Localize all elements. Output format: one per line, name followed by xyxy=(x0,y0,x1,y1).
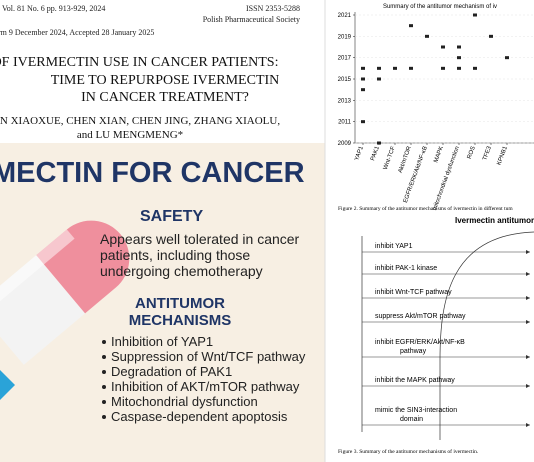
safety-heading: SAFETY xyxy=(140,208,203,225)
x-tick-label: KPNB1 xyxy=(497,145,510,166)
title-line: TIME TO REPURPOSE IVERMECTIN xyxy=(51,73,280,88)
arrow-head xyxy=(526,320,530,324)
mechanism: Caspase-dependent apoptosis xyxy=(111,409,288,424)
diagram-label: inhibit Wnt-TCF pathway xyxy=(375,289,452,296)
point xyxy=(473,13,477,17)
safety-text: undergoing chemotherapy xyxy=(100,263,263,279)
society: Polish Pharmaceutical Society xyxy=(203,15,300,24)
y-tick-label: 2013 xyxy=(338,98,352,104)
x-tick-label: TFE3 xyxy=(482,145,493,161)
diagram-label: domain xyxy=(400,416,423,423)
y-tick-label: 2011 xyxy=(338,120,352,126)
point xyxy=(457,66,461,70)
point xyxy=(361,88,365,92)
point xyxy=(457,56,461,60)
chart-title: Summary of the antitumor mechanism of iv xyxy=(383,4,497,10)
info-title: MECTIN FOR CANCER xyxy=(0,157,305,189)
bullet xyxy=(102,355,106,359)
x-tick-label: MAPK xyxy=(433,146,444,164)
bullet xyxy=(102,340,106,344)
y-tick-label: 2015 xyxy=(338,77,352,83)
diagram-label: pathway xyxy=(400,348,427,355)
point xyxy=(361,120,365,124)
arrow-head xyxy=(526,296,530,300)
point xyxy=(377,66,381,70)
bullet xyxy=(102,400,106,404)
arrow-head xyxy=(526,250,530,254)
point xyxy=(377,77,381,81)
point xyxy=(489,34,493,38)
x-tick-label: ROS xyxy=(467,146,477,160)
arrow-head xyxy=(526,355,530,359)
diagram-title: Ivermectin antitumor m xyxy=(455,216,534,225)
title-line: OF IVERMECTIN USE IN CANCER PATIENTS: xyxy=(0,55,278,70)
point xyxy=(361,66,365,70)
pill xyxy=(0,220,130,365)
diagram-label: suppress Akt/mTOR pathway xyxy=(375,313,466,320)
mech-heading: ANTITUMOR xyxy=(135,295,225,312)
x-tick-label: Akt/mTOR xyxy=(398,145,413,174)
x-tick-label: Wnt-TCF xyxy=(383,145,397,170)
mech-heading: MECHANISMS xyxy=(129,312,232,329)
point xyxy=(425,34,429,38)
y-tick-label: 2021 xyxy=(338,13,352,19)
mechanism: Inhibition of AKT/mTOR pathway xyxy=(111,379,300,394)
point xyxy=(441,45,445,49)
safety-text: patients, including those xyxy=(100,247,250,263)
caption: Figure 3. Summary of the antitumor mecha… xyxy=(338,448,479,455)
y-tick-label: 2019 xyxy=(338,34,352,40)
title-line: IN CANCER TREATMENT? xyxy=(81,90,249,105)
caption: Figure 2. Summary of the antitumor mecha… xyxy=(338,205,513,212)
diagram-label: inhibit EGFR/ERK/Akt/NF-κB xyxy=(375,339,465,346)
safety-text: Appears well tolerated in cancer xyxy=(100,231,300,247)
point xyxy=(377,141,381,145)
point xyxy=(441,66,445,70)
diagram-label: inhibit PAK-1 kinase xyxy=(375,265,437,272)
point xyxy=(473,66,477,70)
point xyxy=(505,56,509,60)
pill-accent xyxy=(0,370,15,400)
diagram-label: inhibit YAP1 xyxy=(375,243,413,250)
mechanism: Inhibition of YAP1 xyxy=(111,334,213,349)
bullet xyxy=(102,385,106,389)
mechanism: Mitochondrial dysfunction xyxy=(111,394,258,409)
bullet xyxy=(102,370,106,374)
authors: N XIAOXUE, CHEN XIAN, CHEN JING, ZHANG X… xyxy=(0,115,280,127)
point xyxy=(393,66,397,70)
mechanism: Degradation of PAK1 xyxy=(111,364,232,379)
mechanism: Suppression of Wnt/TCF pathway xyxy=(111,349,306,364)
authors: and LU MENGMENG* xyxy=(77,129,183,141)
point xyxy=(361,77,365,81)
y-tick-label: 2009 xyxy=(338,141,352,147)
curve xyxy=(439,231,534,440)
point xyxy=(409,24,413,28)
point xyxy=(409,66,413,70)
arrow-head xyxy=(526,384,530,388)
x-tick-label: PAK1 xyxy=(370,145,381,162)
dates: rm 9 December 2024, Accepted 28 January … xyxy=(0,28,154,37)
arrow-head xyxy=(526,423,530,427)
x-tick-label: YAP1 xyxy=(354,145,365,162)
y-tick-label: 2017 xyxy=(338,56,352,62)
diagram-label: inhibit the MAPK pathway xyxy=(375,377,455,384)
journal: Vol. 81 No. 6 pp. 913-929, 2024 xyxy=(2,4,105,13)
bullet xyxy=(102,415,106,419)
arrow-head xyxy=(526,272,530,276)
point xyxy=(457,45,461,49)
issn: ISSN 2353-5288 xyxy=(246,4,300,13)
diagram-label: mimic the SIN3-interaction xyxy=(375,407,457,414)
